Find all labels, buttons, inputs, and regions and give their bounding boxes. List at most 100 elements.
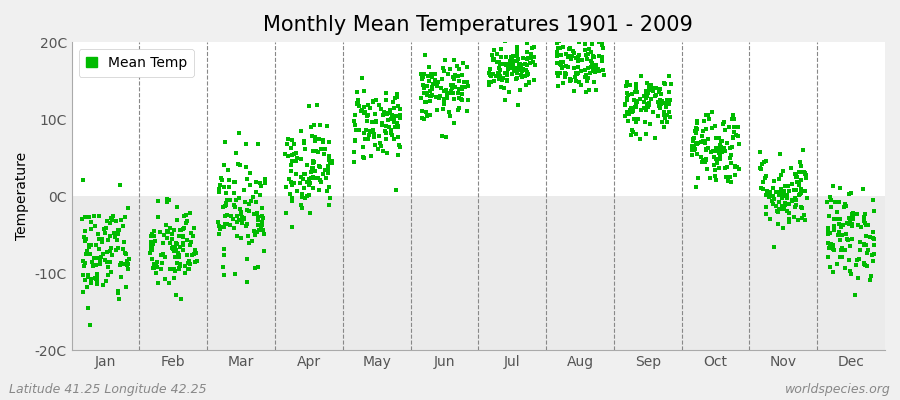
- Point: [763, 189, 778, 195]
- Point: [793, 159, 807, 165]
- Point: [349, 100, 364, 107]
- Point: [354, 108, 368, 114]
- Point: [689, 140, 704, 146]
- Point: [652, 105, 667, 111]
- Point: [173, 262, 187, 269]
- Point: [848, 292, 862, 298]
- Point: [516, 74, 530, 80]
- Point: [308, 168, 322, 174]
- Point: [218, 221, 232, 228]
- Point: [838, 201, 852, 207]
- Point: [826, 242, 841, 249]
- Point: [234, 208, 248, 215]
- Point: [163, 225, 177, 231]
- Point: [347, 136, 362, 143]
- Point: [381, 116, 395, 123]
- Point: [843, 190, 858, 196]
- Point: [279, 210, 293, 217]
- Point: [284, 223, 299, 230]
- Point: [718, 148, 733, 154]
- Point: [387, 105, 401, 112]
- Point: [563, 75, 578, 82]
- Point: [168, 254, 183, 260]
- Point: [586, 65, 600, 71]
- Point: [89, 242, 104, 248]
- Point: [662, 100, 676, 107]
- Point: [436, 88, 451, 94]
- Point: [842, 221, 857, 227]
- Point: [513, 60, 527, 67]
- Point: [119, 284, 133, 290]
- Point: [243, 182, 257, 188]
- Point: [228, 179, 242, 185]
- Point: [714, 149, 728, 156]
- Point: [779, 192, 794, 198]
- Point: [503, 33, 517, 39]
- Point: [550, 60, 564, 66]
- Point: [782, 201, 796, 208]
- Point: [526, 45, 540, 52]
- Point: [363, 128, 377, 134]
- Point: [636, 105, 651, 112]
- Point: [482, 72, 497, 78]
- Point: [483, 78, 498, 85]
- Point: [367, 133, 382, 140]
- Point: [821, 227, 835, 234]
- Point: [860, 247, 875, 254]
- Point: [415, 108, 429, 114]
- Point: [563, 45, 578, 52]
- Point: [762, 194, 777, 200]
- Point: [428, 71, 442, 78]
- Point: [352, 103, 366, 110]
- Point: [660, 97, 674, 104]
- Point: [144, 241, 158, 248]
- Point: [316, 138, 330, 145]
- Point: [834, 245, 849, 252]
- Point: [184, 238, 198, 245]
- Point: [517, 54, 531, 61]
- Point: [754, 166, 769, 172]
- Point: [518, 67, 533, 74]
- Point: [77, 276, 92, 283]
- Point: [773, 188, 788, 195]
- Point: [592, 53, 607, 60]
- Point: [79, 236, 94, 243]
- Point: [289, 150, 303, 156]
- Point: [321, 163, 336, 169]
- Point: [302, 180, 317, 186]
- Point: [243, 170, 257, 176]
- Point: [346, 159, 361, 165]
- Point: [651, 98, 665, 105]
- Point: [231, 161, 246, 167]
- Point: [860, 263, 874, 269]
- Point: [707, 123, 722, 129]
- Point: [510, 48, 525, 54]
- Point: [428, 77, 443, 84]
- Point: [595, 41, 609, 47]
- Point: [239, 256, 254, 262]
- Point: [729, 132, 743, 138]
- Point: [591, 68, 606, 74]
- Point: [189, 250, 203, 257]
- Point: [419, 83, 434, 89]
- Point: [361, 136, 375, 142]
- Point: [708, 173, 723, 180]
- Point: [491, 70, 505, 76]
- Point: [498, 69, 512, 76]
- Point: [174, 296, 188, 302]
- Point: [375, 148, 390, 154]
- Point: [392, 106, 407, 112]
- Point: [753, 185, 768, 192]
- Point: [423, 98, 437, 104]
- Point: [833, 254, 848, 260]
- Point: [106, 213, 121, 220]
- Point: [639, 107, 653, 113]
- Point: [364, 152, 378, 159]
- Point: [144, 244, 158, 251]
- Point: [378, 130, 392, 136]
- Point: [251, 264, 266, 270]
- Point: [526, 44, 541, 50]
- Point: [88, 276, 103, 282]
- Point: [590, 86, 604, 93]
- Point: [580, 76, 594, 83]
